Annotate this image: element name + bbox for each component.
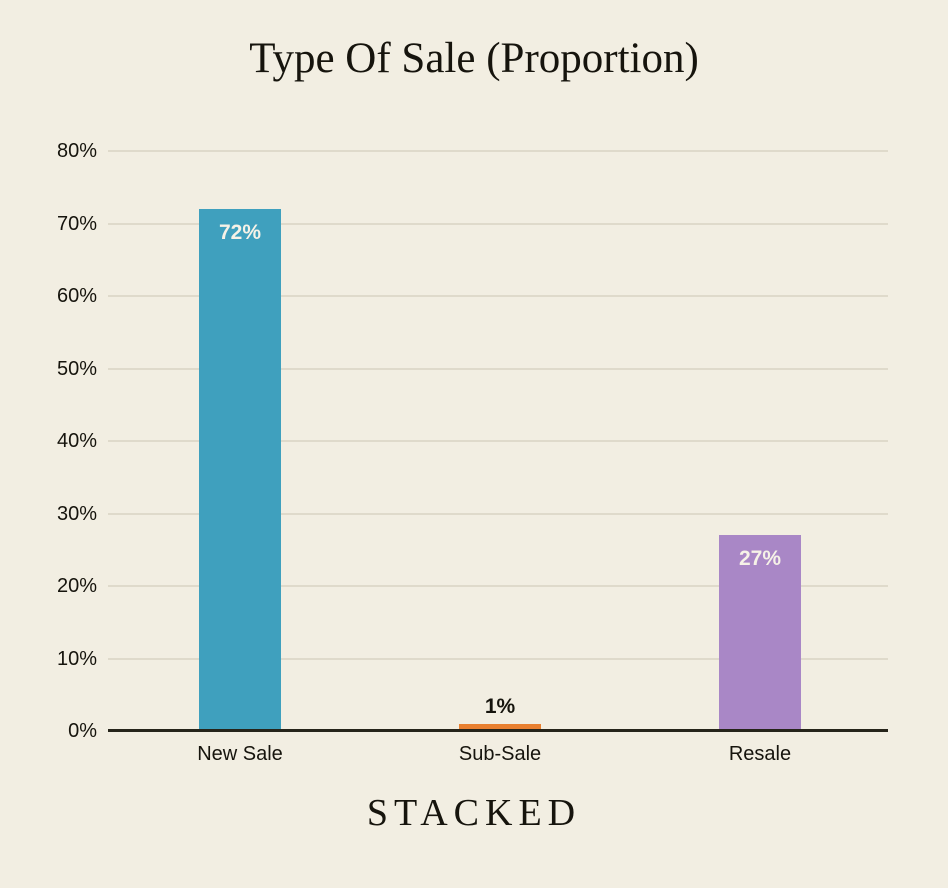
x-axis-line: [108, 729, 888, 732]
y-tick-label: 10%: [56, 647, 97, 670]
x-axis-label: Sub-Sale: [458, 743, 542, 765]
bar-value-label: 72%: [218, 221, 262, 244]
gridline: [108, 295, 888, 297]
gridline: [108, 150, 888, 152]
y-tick-label: 30%: [56, 502, 97, 525]
x-axis-label: New Sale: [197, 743, 283, 765]
y-tick-label: 70%: [56, 212, 97, 235]
y-tick-label: 20%: [56, 575, 97, 597]
bar-value-label: 27%: [738, 547, 782, 570]
gridline: [108, 222, 888, 225]
x-axis-label: Resale: [728, 743, 792, 765]
gridline: [108, 512, 888, 515]
gridline: [108, 585, 888, 587]
y-tick-label: 50%: [56, 357, 97, 380]
plot-area: 0% 10% 20% 30% 40% 50% 60% 70% 80% 72% 1% 27% New …: [57, 141, 888, 765]
y-tick-label: 40%: [56, 430, 97, 452]
gridline: [108, 657, 888, 660]
y-tick-label: 0%: [68, 720, 97, 742]
chart-title: Type Of Sale (Proportion): [249, 35, 699, 82]
gridline: [108, 440, 888, 442]
bar-sub-sale: 1%: [459, 695, 541, 731]
brand-logo: STACKED: [366, 792, 582, 834]
y-tick-label: 60%: [56, 285, 97, 307]
bar-value-label: 1%: [484, 695, 516, 718]
bar-resale: 27%: [719, 535, 801, 731]
bar-new-sale: 72%: [199, 209, 281, 731]
y-tick-label: 80%: [56, 140, 97, 162]
gridline: [108, 367, 888, 370]
